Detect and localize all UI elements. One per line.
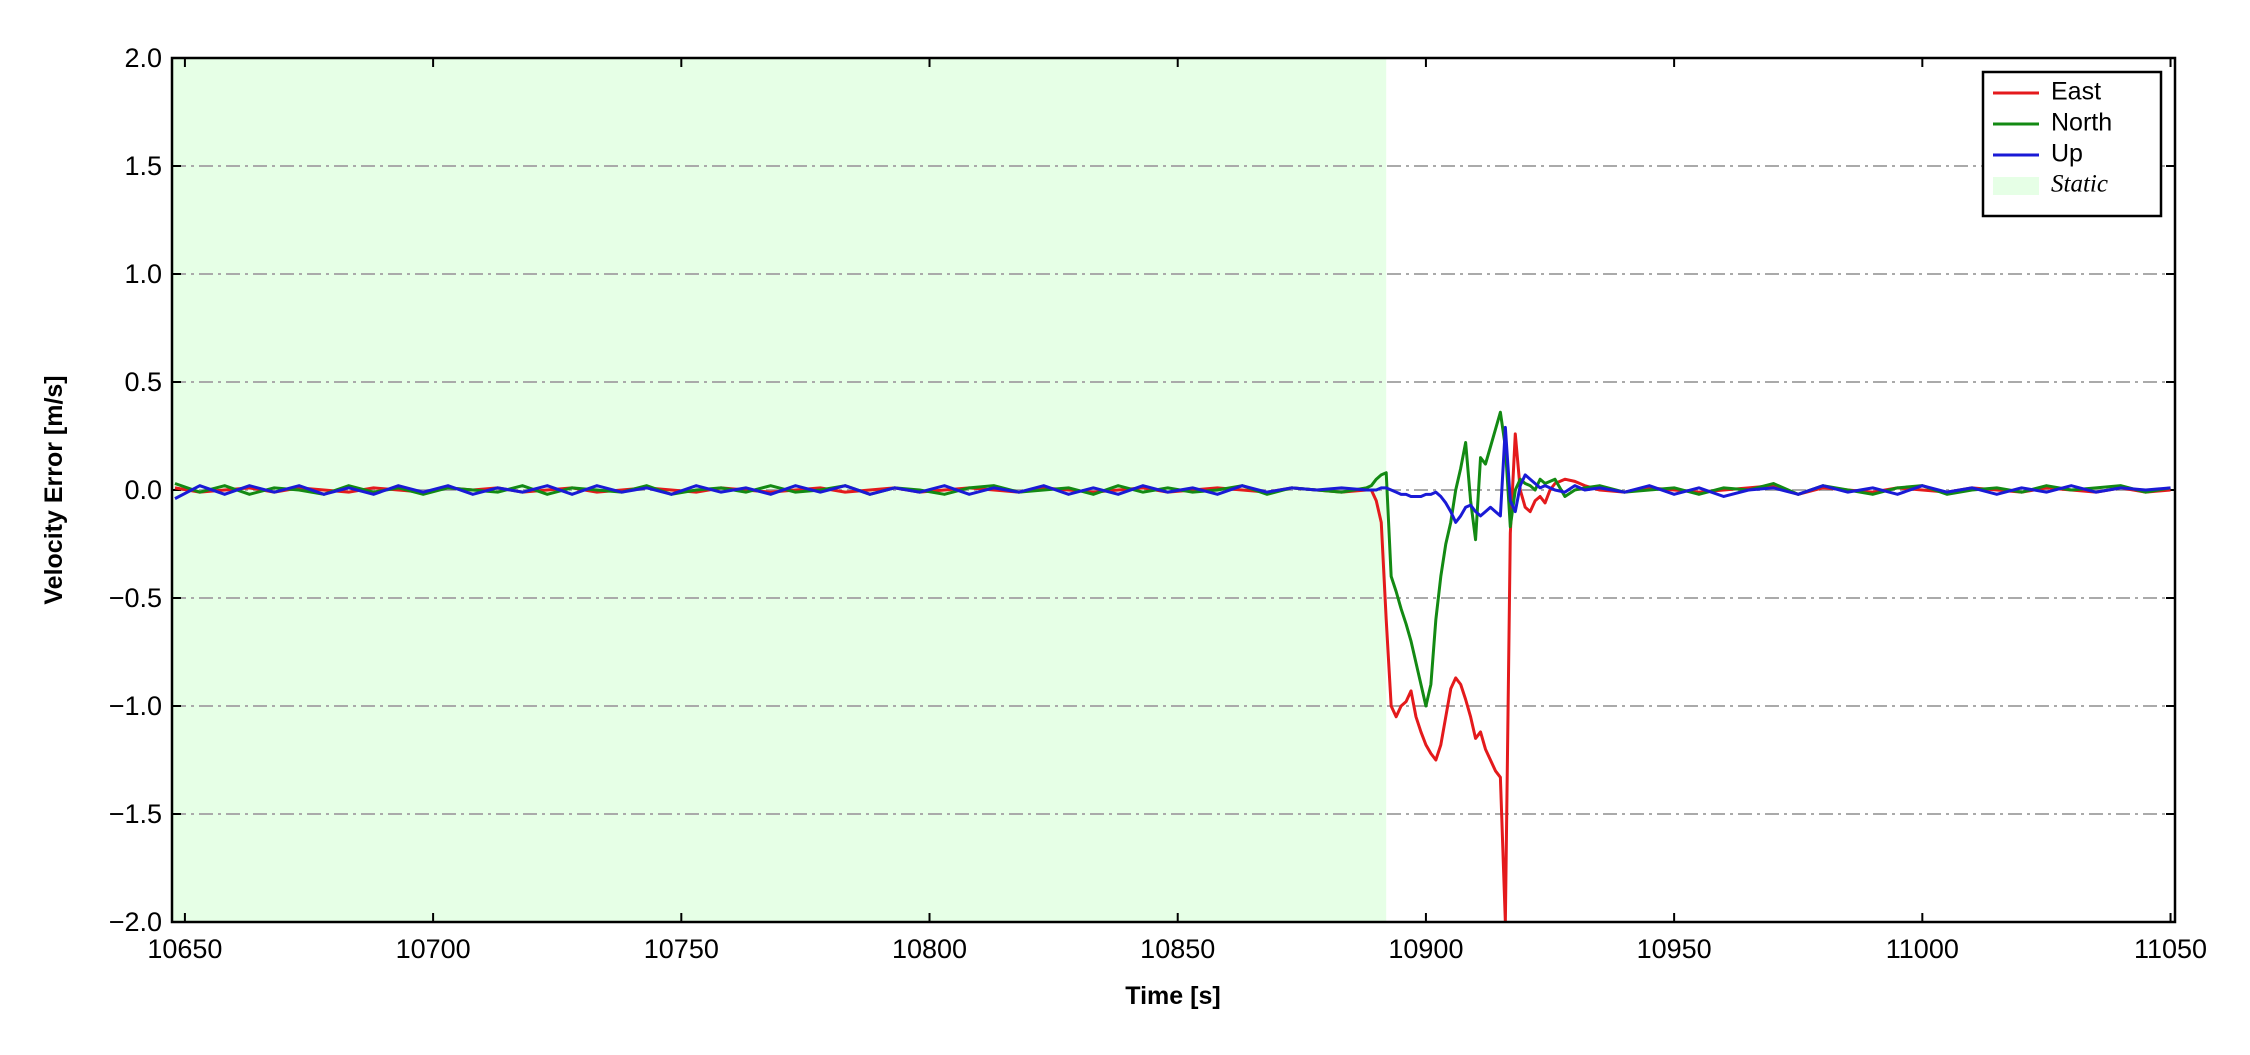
x-tick-label: 10650 <box>147 934 222 964</box>
x-tick-label: 11000 <box>1886 934 1959 964</box>
y-tick-label: 1.0 <box>124 259 162 289</box>
x-tick-label: 10750 <box>644 934 719 964</box>
x-tick-label: 10950 <box>1637 934 1712 964</box>
y-tick-label: 0.5 <box>124 367 162 397</box>
series-line <box>174 425 2171 524</box>
x-tick-label: 10800 <box>892 934 967 964</box>
x-tick-label: 10850 <box>1140 934 1215 964</box>
x-axis-label: Time [s] <box>1125 982 1220 1010</box>
legend-label: Up <box>2051 140 2083 168</box>
x-tick-label: 10900 <box>1388 934 1463 964</box>
y-tick-label: −1.0 <box>109 691 162 721</box>
plot-frame <box>170 56 2177 924</box>
y-tick-label: 2.0 <box>124 43 162 73</box>
x-tick-label: 11050 <box>2134 934 2207 964</box>
legend-label: Static <box>2051 171 2108 198</box>
legend-swatch <box>1993 177 2039 195</box>
x-tick-label: 10700 <box>396 934 471 964</box>
y-tick-label: −0.5 <box>109 583 162 613</box>
legend-label: North <box>2051 109 2112 137</box>
legend-label: East <box>2051 78 2101 106</box>
y-tick-label: 0.0 <box>124 475 162 505</box>
y-axis-label: Velocity Error [m/s] <box>40 375 68 604</box>
series-line <box>174 410 2171 708</box>
y-tick-label: −2.0 <box>109 907 162 937</box>
y-tick-label: −1.5 <box>109 799 162 829</box>
plot-lines <box>174 410 2171 922</box>
y-tick-label: 1.5 <box>124 151 162 181</box>
